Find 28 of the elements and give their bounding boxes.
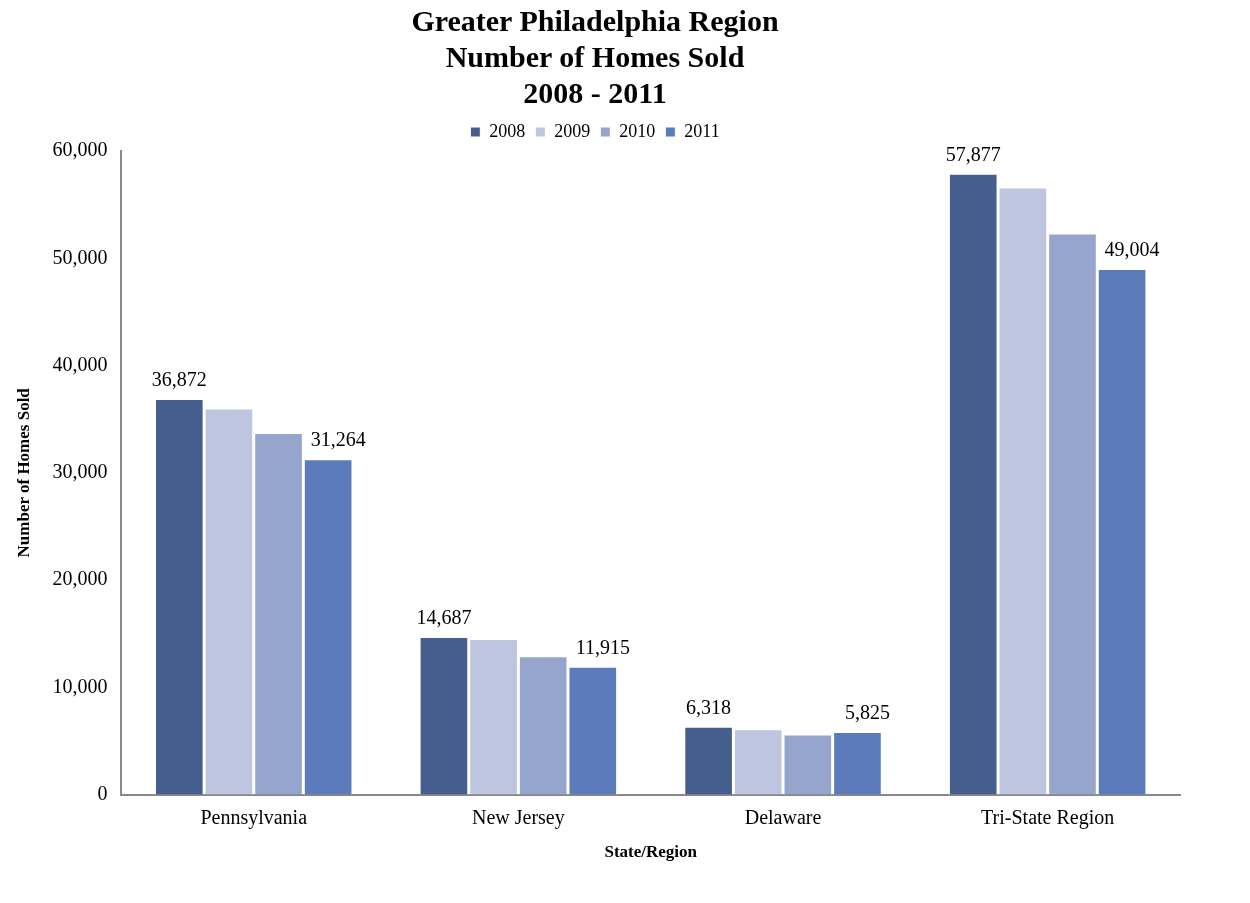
data-label: 31,264 [310,428,366,451]
x-tick-label: Tri-State Region [981,805,1115,829]
data-label: 14,687 [416,606,472,629]
y-tick-label: 20,000 [52,567,108,590]
data-label: 57,877 [945,143,1001,166]
text: Number of Homes Sold [445,39,745,73]
legend-label: 2011 [684,120,720,141]
data-label: 5,825 [844,701,890,724]
y-tick-label: 50,000 [52,245,108,268]
legend-label: 2009 [554,120,591,141]
legend-label: 2008 [489,120,526,141]
y-tick-label: 30,000 [52,460,108,483]
data-label: 36,872 [151,368,207,391]
data-label: 49,004 [1104,238,1160,261]
x-tick-label: Pennsylvania [200,805,308,829]
data-label: 11,915 [575,636,630,659]
text: Greater Philadelphia Region [411,3,779,37]
y-tick-label: 0 [97,781,108,804]
legend-label: 2010 [619,120,656,141]
x-axis-title: State/Region [604,842,698,862]
data-label: 6,318 [686,696,732,719]
y-tick-label: 40,000 [52,352,108,375]
y-axis-title: Number of Homes Sold [13,387,33,558]
x-tick-label: Delaware [744,805,822,828]
text: 2008 - 2011 [523,75,667,109]
y-tick-label: 60,000 [52,138,108,161]
x-tick-label: New Jersey [472,805,565,829]
y-tick-label: 10,000 [52,674,108,697]
